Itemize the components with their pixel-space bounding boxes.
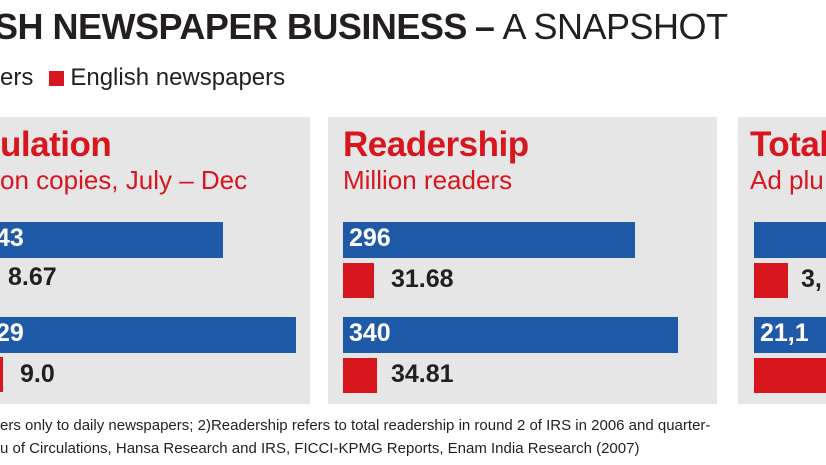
panel-readership: Readership Million readers 296 31.68 340… [328, 117, 717, 404]
legend-label-other: ers [0, 64, 34, 91]
legend-label-english: English newspapers [70, 64, 286, 91]
title-subtitle: A SNAPSHOT [502, 6, 728, 47]
total-bar-blue-2: 21,1 [754, 317, 826, 353]
total-subtitle: Ad plu [750, 165, 824, 195]
readership-red-2-label: 34.81 [391, 360, 454, 388]
circulation-red-2-label: 9.0 [20, 360, 55, 388]
footnote-2: u of Circulations, Hansa Research and IR… [0, 440, 640, 457]
circulation-bar-blue-1-label: 43 [0, 224, 24, 252]
circulation-subtitle: on copies, July – Dec [0, 165, 248, 195]
title-dash: – [474, 6, 495, 47]
circulation-bar-blue-1: 43 [0, 222, 223, 258]
total-bar-blue-1 [754, 222, 826, 258]
legend: ers English newspapers [0, 64, 285, 92]
readership-red-1-label: 31.68 [391, 265, 454, 293]
total-bar-blue-2-label: 21,1 [760, 319, 809, 347]
readership-bar-blue-2-label: 340 [349, 319, 391, 347]
readership-bar-blue-1: 296 [343, 222, 635, 258]
total-bar-red-2 [754, 358, 826, 393]
readership-bar-red-2 [343, 358, 377, 393]
title-main: SH NEWSPAPER BUSINESS [0, 6, 467, 47]
footnote-1: ers only to daily newspapers; 2)Readersh… [0, 417, 711, 434]
total-title: Total [750, 125, 826, 164]
total-red-1-label: 3, [801, 265, 822, 293]
total-bar-red-1 [754, 263, 788, 298]
circulation-bar-red-2 [0, 357, 3, 392]
readership-bar-blue-1-label: 296 [349, 224, 391, 252]
panel-circulation: ulation on copies, July – Dec 43 8.67 29… [0, 117, 310, 404]
circulation-red-1-label: 8.67 [8, 263, 57, 291]
panel-total: Total Ad plu 3, 21,1 [738, 117, 826, 404]
page-title: SH NEWSPAPER BUSINESS – A SNAPSHOT [0, 6, 728, 48]
circulation-title: ulation [0, 125, 112, 164]
circulation-bar-blue-2: 29 [0, 317, 296, 353]
readership-bar-blue-2: 340 [343, 317, 678, 353]
circulation-bar-blue-2-label: 29 [0, 319, 24, 347]
legend-swatch-english [49, 70, 65, 86]
readership-bar-red-1 [343, 263, 374, 298]
readership-subtitle: Million readers [343, 165, 513, 195]
readership-title: Readership [343, 125, 529, 164]
